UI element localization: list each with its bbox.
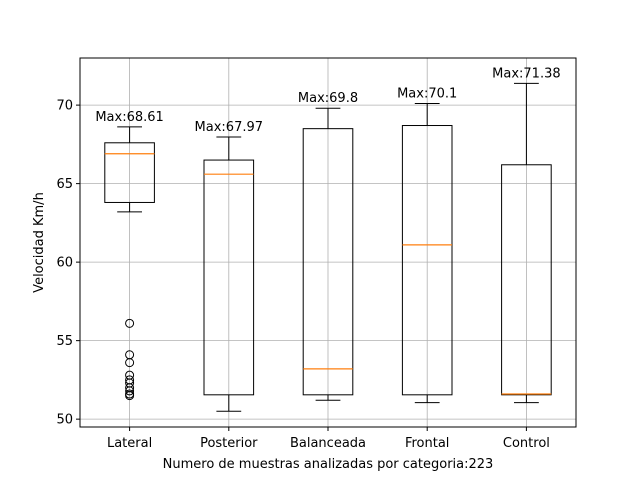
x-tick-label: Frontal — [405, 436, 449, 451]
iqr-box — [501, 164, 552, 396]
box-frontal — [401, 103, 453, 404]
y-tick-label: 60 — [56, 256, 73, 271]
x-tick-label: Posterior — [200, 436, 258, 451]
x-tick-label: Control — [503, 436, 550, 451]
grid-lines — [80, 58, 576, 427]
iqr-box — [104, 142, 155, 203]
box-control — [501, 82, 552, 404]
iqr-box — [401, 125, 453, 396]
max-annotation: Max:70.1 — [397, 87, 457, 102]
x-tick-label: Lateral — [107, 436, 152, 451]
y-tick-label: 70 — [56, 99, 73, 114]
box-series — [104, 82, 552, 412]
iqr-box — [302, 128, 354, 396]
max-annotation: Max:71.38 — [492, 66, 560, 81]
max-annotation: Max:67.97 — [195, 120, 263, 135]
y-tick-label: 55 — [56, 334, 73, 349]
box-lateral — [104, 126, 155, 213]
outlier-point — [125, 318, 135, 328]
y-tick-label: 65 — [56, 177, 73, 192]
box-posterior — [203, 136, 255, 412]
outlier-point — [125, 358, 135, 368]
y-axis-label: Velocidad Km/h — [32, 192, 47, 293]
max-annotation: Max:68.61 — [95, 110, 163, 125]
outlier-points — [125, 318, 135, 401]
box-balanceada — [302, 107, 354, 401]
max-annotation: Max:69.8 — [298, 91, 358, 106]
iqr-box — [203, 159, 255, 396]
max-annotations: Max:68.61 Max:67.97 Max:69.8 Max:70.1 Max:71… — [95, 66, 560, 135]
outlier-point — [125, 391, 135, 401]
x-tick-label: Balanceada — [290, 436, 366, 451]
outlier-point — [125, 386, 135, 396]
x-axis-ticks: Lateral Posterior Balanceada Frontal Control — [107, 427, 550, 451]
x-axis-label: Numero de muestras analizadas por catego… — [163, 457, 494, 472]
y-tick-label: 50 — [56, 413, 73, 428]
y-axis-ticks: 50 55 60 65 70 — [56, 99, 80, 428]
